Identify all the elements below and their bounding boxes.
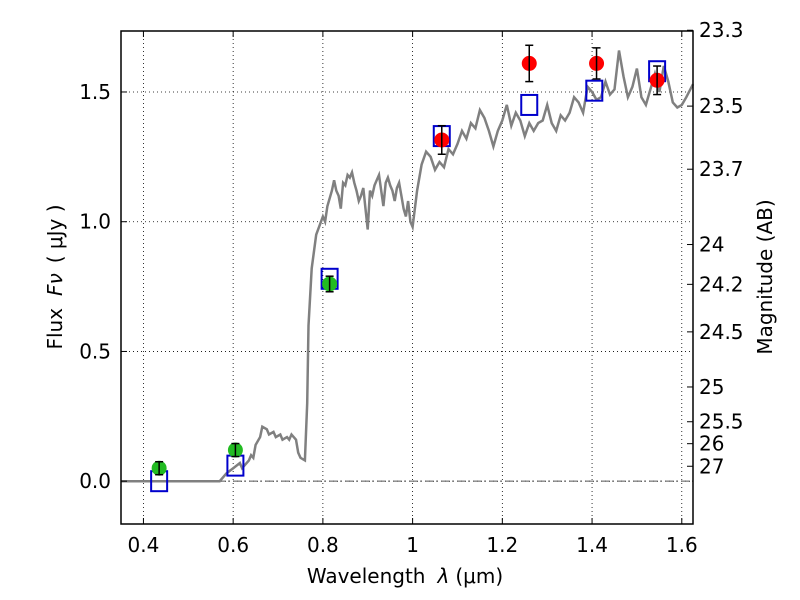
x-tick-label: 1 (406, 533, 419, 557)
mag-tick-label: 25 (699, 375, 724, 399)
model-photometry-box (520, 93, 539, 116)
x-axis-label: Wavelength λ (μm) (307, 564, 503, 588)
x-tick-label: 0.8 (307, 533, 339, 557)
x-tick-label: 0.4 (128, 533, 160, 557)
mag-tick-label: 23.7 (699, 157, 744, 181)
x-tick-label: 1.4 (576, 533, 608, 557)
mag-tick-label: 24.2 (699, 272, 744, 296)
model-photometry-box (585, 79, 604, 102)
y-axis-label-prefix: Flux (43, 308, 67, 350)
y2-axis-label: Magnitude (AB) (753, 199, 777, 354)
y-axis-label-symbol: Fν (43, 273, 67, 296)
x-tick-label: 0.6 (217, 533, 249, 557)
ticks: 0.4 0.6 0.8 1 1.2 1.4 1.6 0.0 0.5 1.0 1.5 23.3 23.5 2… (79, 18, 743, 557)
mag-tick-label: 24.5 (699, 320, 744, 344)
y-tick-label: 0.5 (79, 339, 111, 363)
spectrum-line (121, 50, 695, 483)
mag-tick-label: 24 (699, 233, 724, 257)
mag-tick-label: 25.5 (699, 410, 744, 434)
mag-tick-label: 27 (699, 454, 724, 478)
y-tick-label: 0.0 (79, 469, 111, 493)
mag-tick-label: 26 (699, 432, 724, 456)
plot-frame (120, 30, 694, 525)
x-axis-label-unit: (μm) (455, 564, 503, 588)
x-tick-label: 1.6 (666, 533, 698, 557)
data-marks (150, 44, 667, 493)
y-tick-label: 1.0 (79, 210, 111, 234)
plot-background (121, 31, 693, 524)
x-axis-label-prefix: Wavelength (307, 564, 426, 588)
x-axis-label-symbol: λ (437, 564, 450, 588)
y-axis-label: Flux Fν ( μJy ) (43, 204, 67, 349)
y-tick-label: 1.5 (79, 80, 111, 104)
mag-tick-label: 23.5 (699, 94, 744, 118)
x-tick-label: 1.2 (486, 533, 518, 557)
y-axis-label-unit: ( μJy ) (43, 204, 67, 263)
mag-tick-label: 23.3 (699, 18, 744, 42)
